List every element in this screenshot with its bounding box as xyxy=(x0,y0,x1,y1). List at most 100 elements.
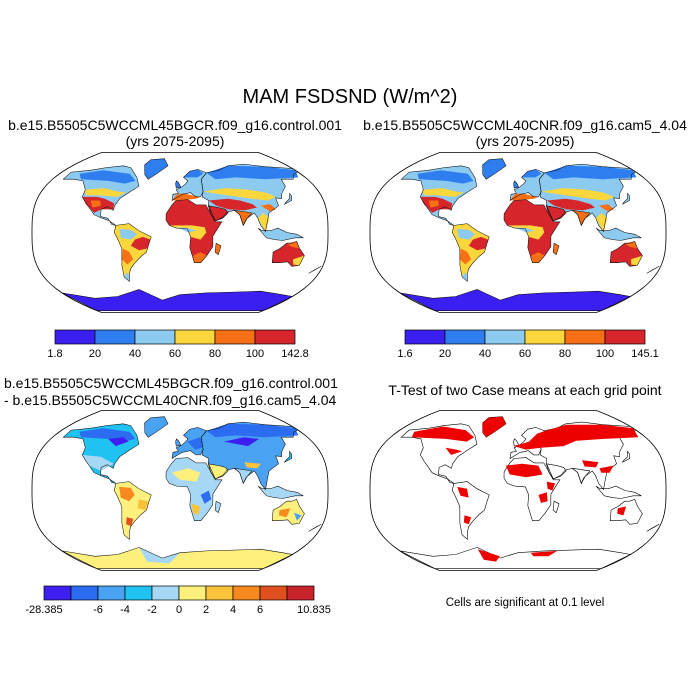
coastline-indonesia xyxy=(257,485,304,499)
case2-title-line1: b.e15.B5505C5WCCML40CNR.f09_g16.cam5_4.0… xyxy=(363,117,687,133)
field-region xyxy=(258,228,304,241)
field-region xyxy=(201,422,298,490)
field-region xyxy=(513,180,519,189)
colorbar-swatch xyxy=(151,585,180,601)
field-region xyxy=(193,252,207,263)
field-region xyxy=(546,198,595,211)
coastline-greenland xyxy=(144,158,169,180)
field-region xyxy=(244,462,261,469)
significant-region xyxy=(599,465,614,473)
field-region xyxy=(119,486,135,502)
significant-region xyxy=(411,426,475,442)
colorbar-tick-label: 10.835 xyxy=(297,604,331,616)
significant-region xyxy=(457,486,469,498)
field-region xyxy=(482,158,506,180)
field-region xyxy=(417,170,474,184)
colorbar-swatch xyxy=(134,329,176,345)
case1-map xyxy=(31,152,329,313)
coastline-nz xyxy=(646,266,660,274)
colorbar-tick-label: 20 xyxy=(89,348,101,360)
field-region xyxy=(544,165,637,180)
colorbar-tick-label: 145.1 xyxy=(631,348,659,360)
field-region xyxy=(191,503,201,516)
coastline-madagascar xyxy=(552,500,560,514)
field-region xyxy=(224,437,260,447)
ttest-title: T-Test of two Case means at each grid po… xyxy=(388,382,662,398)
coastline-arabia xyxy=(207,205,229,222)
coastline-asia xyxy=(200,163,299,233)
coastline-africa xyxy=(503,457,561,521)
colorbar-swatch xyxy=(232,585,261,601)
case1-title-line2: (yrs 2075-2095) xyxy=(125,133,225,149)
significant-region xyxy=(477,549,500,562)
coastline-northAmerica xyxy=(400,423,478,484)
case1-title: b.e15.B5505C5WCCML45BGCR.f09_g16.control… xyxy=(0,117,350,149)
field-region xyxy=(124,272,130,282)
colorbar-tick-label: 40 xyxy=(129,348,141,360)
field-region xyxy=(175,438,181,447)
field-region xyxy=(169,225,207,240)
case1-title-line1: b.e15.B5505C5WCCML45BGCR.f09_g16.control… xyxy=(8,117,342,133)
coastline-arabia xyxy=(207,463,229,480)
field-region xyxy=(82,454,114,471)
field-region xyxy=(422,188,464,197)
field-region xyxy=(631,255,643,266)
colorbar-swatch xyxy=(178,585,207,601)
map-frame xyxy=(369,152,667,313)
field-region xyxy=(468,236,489,251)
coastline-asia xyxy=(538,421,637,491)
field-region xyxy=(172,193,201,201)
colorbar-swatch xyxy=(259,585,288,601)
coastline-indonesia xyxy=(595,227,642,241)
coastline-nz xyxy=(308,266,322,274)
field-region xyxy=(203,188,277,201)
colorbar-tick-label: 100 xyxy=(246,348,264,360)
colorbar-tick-label: -4 xyxy=(120,604,130,616)
field-region xyxy=(260,204,276,212)
colorbar-tick-label: 1.6 xyxy=(397,348,412,360)
colorbar-swatch xyxy=(604,329,646,345)
map-ocean xyxy=(370,410,666,571)
field-region xyxy=(144,416,168,438)
field-region xyxy=(507,225,545,240)
field-region xyxy=(62,547,293,569)
coastline-europe xyxy=(171,169,207,202)
coastline-australia xyxy=(271,241,305,267)
colorbar-tick-label: -2 xyxy=(147,604,157,616)
colorbar-swatch xyxy=(524,329,566,345)
coastline-uk xyxy=(513,180,520,189)
diff-colorbar: -28.385 -6 -4 -2 0 2 4 6 10.835 xyxy=(25,585,331,616)
field-region xyxy=(172,169,207,201)
field-region xyxy=(62,289,293,311)
coastline-greenland xyxy=(482,158,507,180)
colorbar-swatch xyxy=(254,329,296,345)
case2-colorbar: 1.6 20 40 60 80 100 145.1 xyxy=(397,329,659,360)
field-region xyxy=(215,243,221,255)
significant-region xyxy=(546,481,555,491)
colorbar-swatch xyxy=(214,329,256,345)
field-region xyxy=(208,463,229,479)
colorbar-swatch xyxy=(94,329,136,345)
field-region xyxy=(183,169,204,178)
field-region xyxy=(428,200,439,208)
case1-colorbar: 1.8 20 40 60 80 100 142.8 xyxy=(47,329,309,360)
coastline-nz xyxy=(308,524,322,532)
colorbar-swatch xyxy=(124,585,153,601)
colorbar-swatch xyxy=(70,585,99,601)
colorbar-swatch xyxy=(174,329,216,345)
ttest-map xyxy=(369,410,667,571)
coastline-greenland xyxy=(144,416,169,438)
field-region xyxy=(457,228,476,240)
field-region xyxy=(90,200,101,208)
colorbar-tick-label: 2 xyxy=(203,604,209,616)
significant-region xyxy=(463,515,472,525)
significant-region xyxy=(514,424,639,450)
coastline-africa xyxy=(165,457,223,521)
significant-region xyxy=(530,550,558,557)
field-region xyxy=(79,170,136,184)
field-region xyxy=(208,198,257,211)
coastline-northAmerica xyxy=(400,165,478,226)
field-region xyxy=(144,158,168,180)
field-region xyxy=(572,210,590,226)
coastline-asia xyxy=(200,421,299,491)
